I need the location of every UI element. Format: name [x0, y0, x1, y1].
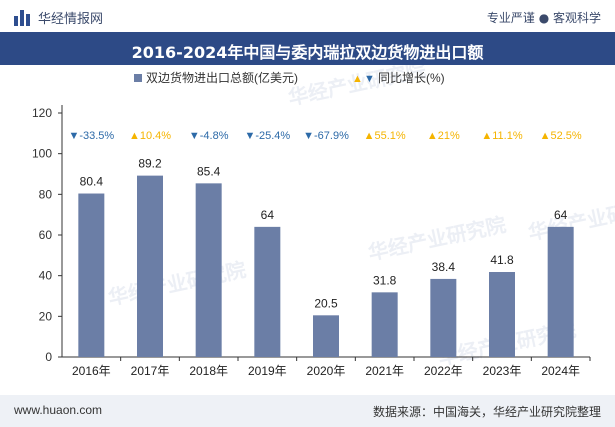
- brand: 华经情报网: [14, 8, 103, 27]
- y-tick-label: 40: [39, 269, 53, 283]
- up-triangle-icon: ▲: [129, 130, 140, 142]
- growth-label: ▼-25.4%: [244, 130, 290, 142]
- bar: [371, 292, 398, 357]
- legend-swatch-bar: [134, 74, 142, 82]
- growth-value: -4.8%: [200, 130, 229, 142]
- bar: [489, 272, 515, 357]
- x-tick-label: 2019年: [248, 364, 287, 378]
- logo-icon: [14, 9, 32, 26]
- footer-source: 数据来源：中国海关，华经产业研究院整理: [372, 405, 601, 419]
- growth-value: -67.9%: [314, 130, 349, 142]
- y-tick-label: 20: [39, 309, 53, 323]
- growth-label: ▲11.1%: [481, 130, 522, 142]
- x-tick-label: 2022年: [424, 364, 463, 378]
- watermark: 华经产业研究院: [366, 212, 508, 265]
- growth-label: ▲21%: [427, 130, 460, 142]
- growth-value: 52.5%: [551, 130, 582, 142]
- growth-value: -33.5%: [79, 130, 114, 142]
- bar-value-label: 20.5: [314, 296, 338, 310]
- y-tick-label: 0: [45, 350, 52, 364]
- growth-value: 11.1%: [492, 130, 523, 142]
- bar-value-label: 41.8: [490, 253, 514, 267]
- x-tick-label: 2017年: [131, 364, 170, 378]
- bar: [195, 183, 222, 357]
- x-tick-label: 2018年: [189, 364, 228, 378]
- y-tick-label: 100: [32, 147, 52, 161]
- top-bar: 华经情报网 专业严谨 ● 客观科学: [0, 0, 615, 32]
- footer-url: www.huaon.com: [14, 403, 103, 417]
- legend: 双边货物进出口总额(亿美元) ▲ ▼ 同比增长(%): [134, 70, 445, 85]
- down-triangle-icon: ▼: [244, 130, 255, 142]
- growth-value: -25.4%: [255, 130, 290, 142]
- bar: [78, 193, 105, 357]
- bar: [430, 278, 457, 357]
- growth-value: 55.1%: [375, 130, 406, 142]
- chart-title: 2016-2024年中国与委内瑞拉双边货物进出口额: [131, 43, 484, 62]
- down-triangle-icon: ▼: [68, 130, 79, 142]
- growth-value: 21%: [438, 130, 460, 142]
- title-bar: 2016-2024年中国与委内瑞拉双边货物进出口额: [0, 32, 615, 65]
- legend-label-growth: 同比增长(%): [378, 71, 445, 85]
- growth-label: ▲52.5%: [540, 130, 582, 142]
- tagline: 专业严谨 ● 客观科学: [486, 11, 601, 25]
- up-triangle-icon: ▲: [481, 130, 492, 142]
- bar-value-label: 89.2: [138, 157, 162, 171]
- growth-value: 10.4%: [140, 130, 171, 142]
- bar: [313, 315, 339, 357]
- growth-label: ▼-67.9%: [303, 130, 349, 142]
- bar-value-label: 64: [261, 208, 275, 222]
- bar-chart: 华经产业研究院华经产业研究院华经产业研究院华经产业研究院华经产业研究院 双边货物…: [32, 57, 615, 378]
- bar: [137, 175, 163, 357]
- growth-label: ▼-4.8%: [189, 130, 229, 142]
- footer: www.huaon.com 数据来源：中国海关，华经产业研究院整理: [0, 395, 615, 427]
- bar-value-label: 31.8: [373, 273, 397, 287]
- bar-value-label: 38.4: [432, 260, 456, 274]
- bar: [547, 226, 574, 357]
- brand-name: 华经情报网: [38, 12, 104, 27]
- legend-label-total: 双边货物进出口总额(亿美元): [146, 70, 298, 85]
- y-tick-label: 60: [39, 228, 53, 242]
- bar-value-label: 64: [554, 208, 568, 222]
- x-tick-label: 2021年: [365, 364, 404, 378]
- growth-label: ▲55.1%: [364, 130, 406, 142]
- growth-label: ▲10.4%: [129, 130, 171, 142]
- growth-label: ▼-33.5%: [68, 130, 114, 142]
- legend-up-icon: ▲: [352, 73, 363, 85]
- watermark: 华经产业研究院: [106, 257, 248, 310]
- x-tick-label: 2024年: [541, 364, 580, 378]
- down-triangle-icon: ▼: [189, 130, 200, 142]
- bar-value-label: 80.4: [80, 175, 104, 189]
- y-tick-label: 120: [32, 106, 52, 120]
- up-triangle-icon: ▲: [540, 130, 551, 142]
- bar-value-label: 85.4: [197, 164, 221, 178]
- up-triangle-icon: ▲: [364, 130, 375, 142]
- chart-area: 华经产业研究院华经产业研究院华经产业研究院华经产业研究院华经产业研究院 双边货物…: [0, 57, 615, 395]
- legend-down-icon: ▼: [364, 73, 375, 85]
- x-tick-label: 2020年: [307, 364, 346, 378]
- down-triangle-icon: ▼: [303, 130, 314, 142]
- y-tick-label: 80: [39, 187, 53, 201]
- x-tick-label: 2023年: [483, 364, 522, 378]
- x-tick-label: 2016年: [72, 364, 111, 378]
- bar: [254, 226, 281, 357]
- up-triangle-icon: ▲: [427, 130, 438, 142]
